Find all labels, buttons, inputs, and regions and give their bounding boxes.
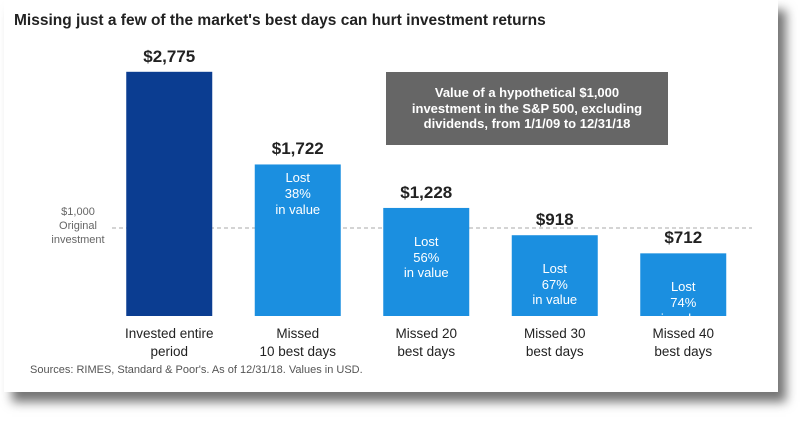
- value-label: $2,775: [143, 46, 196, 66]
- x-tick-label: Missed 40 best days: [652, 326, 715, 359]
- value-label: $712: [664, 228, 703, 248]
- x-tick-label: Missed 20 best days: [395, 326, 458, 359]
- value-label: $1,228: [400, 182, 453, 202]
- bar: [383, 207, 470, 316]
- chart-title: Missing just a few of the market's best …: [14, 12, 546, 29]
- x-tick-label: Missed 30 best days: [523, 326, 586, 359]
- bar: [640, 253, 727, 316]
- annotation-box: Value of a hypothetical $1,000 investmen…: [386, 72, 668, 145]
- bar-note: Lost 56% in value: [403, 233, 449, 281]
- x-tick-label: Invested entire period: [124, 326, 214, 359]
- x-tick-label: Missed 10 best days: [259, 326, 337, 359]
- reference-label: $1,000 Original investment: [51, 206, 105, 246]
- source-note: Sources: RIMES, Standard & Poor's. As of…: [30, 364, 363, 376]
- bar: [254, 164, 341, 316]
- bar: [511, 235, 598, 316]
- bar: [126, 71, 213, 316]
- bar-note: Lost 38% in value: [275, 170, 321, 217]
- bar-note: Lost 74% in value: [660, 279, 706, 326]
- value-label: $918: [535, 210, 574, 230]
- value-label: $1,722: [271, 139, 324, 159]
- bar-note: Lost 67% in value: [532, 261, 578, 308]
